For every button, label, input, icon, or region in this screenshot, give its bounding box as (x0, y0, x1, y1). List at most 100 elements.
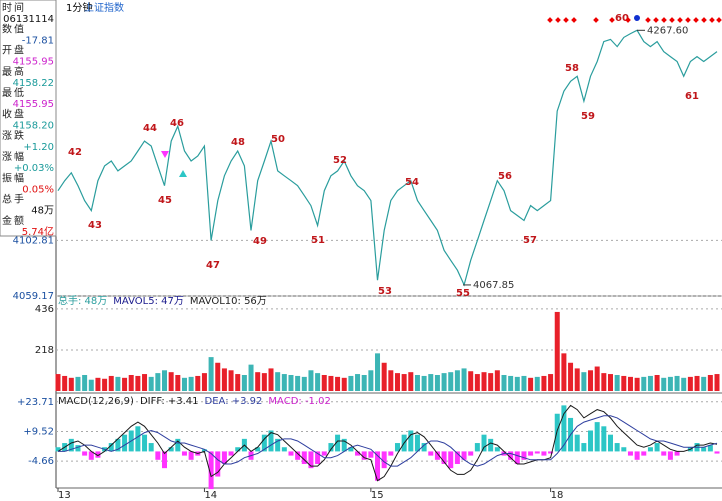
volume-bar (255, 372, 261, 391)
volume-bar (468, 371, 474, 391)
macd-bar (301, 451, 307, 464)
volume-bar (82, 374, 88, 391)
volume-bar (62, 375, 68, 391)
macd-bar (494, 447, 500, 452)
volume-bar (681, 377, 687, 391)
signal-arrow (179, 170, 187, 177)
volume-bar (601, 373, 607, 391)
signal-diamond (716, 17, 722, 23)
volume-bar (208, 357, 214, 391)
macd-bar (95, 451, 101, 458)
wave-label: 45 (158, 195, 172, 206)
macd-bar (554, 413, 560, 452)
macd-bar (181, 451, 187, 456)
volume-bar (328, 375, 334, 391)
y-tick-label: +23.71 (17, 397, 54, 408)
volume-bar (142, 374, 148, 391)
volume-bar (714, 374, 720, 391)
wave-label: 51 (311, 235, 325, 246)
volume-bar (195, 375, 201, 391)
volume-bar (201, 373, 207, 391)
volume-bar (128, 374, 134, 391)
macd-bar (295, 451, 301, 460)
info-panel: 时间06131114数值-17.81开盘4155.95最高4158.22最低41… (0, 0, 57, 238)
x-tick-label: 18 (551, 490, 564, 501)
volume-bar (301, 376, 307, 391)
volume-bar (581, 372, 587, 391)
volume-bar (401, 374, 407, 391)
macd-bar (235, 447, 241, 452)
macd-bar (421, 443, 427, 452)
macd-bar (521, 451, 527, 460)
signal-diamond (709, 17, 715, 23)
info-value: 06131114 (3, 14, 54, 25)
volume-bar (175, 374, 181, 391)
price-line (57, 29, 718, 287)
info-label: 开盘 (2, 44, 26, 57)
info-label: 总手 (2, 193, 26, 206)
volume-bar (481, 372, 487, 391)
info-value: 5.74亿 (22, 225, 54, 238)
macd-bar (714, 451, 720, 454)
macd-bar (335, 434, 341, 452)
wave-label: 44 (143, 123, 157, 134)
volume-bar (155, 373, 161, 391)
macd-bar (275, 438, 281, 452)
macd-bar (268, 430, 274, 452)
macd-bar (428, 451, 434, 456)
x-tick-label: 13 (58, 490, 71, 501)
wave-label: 58 (565, 63, 579, 74)
macd-bar (201, 449, 207, 452)
volume-bar (215, 362, 221, 391)
volume-bar (375, 353, 381, 391)
volume-bar (494, 370, 500, 391)
volume-bar (594, 366, 600, 391)
macd-bar (548, 451, 554, 454)
macd-bar (381, 451, 387, 469)
volume-bar (461, 368, 467, 391)
volume-bar (501, 374, 507, 391)
volume-bar (115, 376, 121, 391)
volume-bar (514, 376, 520, 391)
macd-line (57, 404, 718, 482)
volume-bar (321, 374, 327, 391)
x-tick-label: 15 (371, 490, 384, 501)
volume-bar (275, 372, 281, 391)
wave-label: 57 (523, 235, 537, 246)
macd-bar (601, 426, 607, 452)
volume-bar (701, 376, 707, 391)
chart-layer: 4102.81 4059.17 436 218 +23.71 +9.52 -4.66 42 43… (13, 0, 722, 501)
macd-bar (68, 438, 74, 452)
macd-bar (561, 405, 567, 452)
wave-label: 55 (456, 288, 470, 299)
wave-label: 56 (498, 171, 512, 182)
volume-bar (588, 370, 594, 391)
volume-bar (408, 372, 414, 391)
volume-bar (122, 377, 128, 391)
info-label: 最高 (2, 65, 26, 78)
volume-bar (441, 373, 447, 391)
legend-text: DEA: +3.92 (205, 396, 263, 407)
volume-bar (315, 373, 321, 391)
info-label: 时间 (2, 1, 26, 14)
volume-bar (68, 377, 74, 391)
info-label: 振幅 (2, 171, 26, 184)
volume-bar (221, 368, 227, 391)
macd-bar (215, 451, 221, 477)
signal-diamond (563, 17, 569, 23)
info-label: 涨跌 (2, 129, 26, 142)
volume-bar (428, 374, 434, 391)
macd-bar (434, 451, 440, 460)
info-label: 收盘 (2, 108, 26, 121)
macd-bar (148, 443, 154, 452)
volume-bar (248, 364, 254, 391)
legend-text: DIFF: +3.41 (140, 396, 199, 407)
volume-bar (394, 373, 400, 391)
macd-bar (707, 445, 713, 452)
macd-bar (468, 451, 474, 456)
volume-bar (55, 374, 61, 391)
volume-bar (348, 375, 354, 391)
macd-bar (348, 447, 354, 452)
volume-bar (421, 375, 427, 391)
